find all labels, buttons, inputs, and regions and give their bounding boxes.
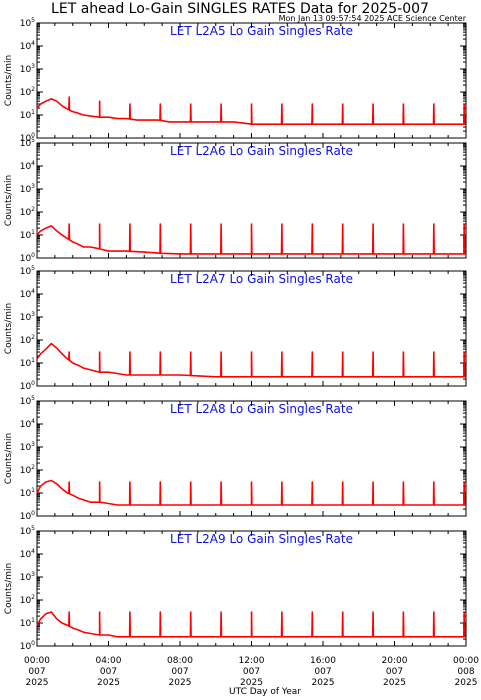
panel-title: LET L2A5 Lo Gain Singles Rate — [170, 24, 353, 38]
y-tick-label: 104 — [20, 548, 35, 560]
x-axis: 00:00007202504:00007202508:00007202512:0… — [24, 656, 479, 688]
panel-title: LET L2A6 Lo Gain Singles Rate — [170, 144, 353, 158]
x-tick-day: 007 — [28, 667, 45, 677]
panels: LET L2A5 Lo Gain Singles Rate Counts/min 1… — [4, 17, 467, 652]
y-tick-label: 103 — [20, 571, 35, 583]
y-tick-label: 102 — [20, 206, 35, 218]
x-tick-day: 007 — [100, 667, 117, 677]
panel-4: LET L2A8 Lo Gain Singles Rate Counts/min 1… — [4, 395, 467, 522]
x-tick-day: 007 — [314, 667, 331, 677]
panel-2: LET L2A6 Lo Gain Singles Rate Counts/min 1… — [4, 137, 467, 264]
x-tick-year: 2025 — [26, 678, 49, 688]
y-tick-label: 100 — [20, 510, 35, 522]
x-tick-day: 007 — [386, 667, 403, 677]
series-line — [36, 342, 466, 378]
y-tick-label: 104 — [20, 418, 35, 430]
panel-title: LET L2A8 Lo Gain Singles Rate — [170, 402, 353, 416]
y-tick-label: 100 — [20, 380, 35, 392]
y-tick-label: 102 — [20, 464, 35, 476]
y-tick-label: 105 — [20, 137, 35, 149]
x-tick-year: 2025 — [455, 678, 478, 688]
x-tick-year: 2025 — [383, 678, 406, 688]
panel-title: LET L2A9 Lo Gain Singles Rate — [170, 532, 353, 546]
series-line — [36, 223, 466, 255]
y-axis-label: Counts/min — [4, 175, 14, 226]
y-tick-label: 105 — [20, 525, 35, 537]
y-tick-label: 102 — [20, 594, 35, 606]
x-tick-time: 16:00 — [310, 656, 336, 666]
panel-3: LET L2A7 Lo Gain Singles Rate Counts/min 1… — [4, 265, 467, 392]
x-tick-year: 2025 — [97, 678, 120, 688]
series-line — [36, 611, 466, 638]
panel-5: LET L2A9 Lo Gain Singles Rate Counts/min 1… — [4, 525, 467, 652]
y-axis-label: Counts/min — [4, 563, 14, 614]
series-line — [36, 96, 466, 125]
y-tick-label: 104 — [20, 160, 35, 172]
y-tick-label: 101 — [20, 109, 35, 121]
y-axis-label: Counts/min — [4, 433, 14, 484]
x-tick-time: 08:00 — [167, 656, 193, 666]
x-tick-time: 00:00 — [453, 656, 479, 666]
series-line — [36, 479, 466, 506]
y-tick-label: 100 — [20, 132, 35, 144]
y-tick-label: 105 — [20, 395, 35, 407]
y-tick-label: 103 — [20, 63, 35, 75]
y-tick-label: 101 — [20, 357, 35, 369]
x-tick-year: 2025 — [312, 678, 335, 688]
y-axis-label: Counts/min — [4, 303, 14, 354]
x-tick-time: 12:00 — [239, 656, 265, 666]
x-tick-day: 007 — [171, 667, 188, 677]
y-tick-label: 103 — [20, 441, 35, 453]
x-tick-day: 007 — [243, 667, 260, 677]
y-tick-label: 100 — [20, 640, 35, 652]
y-tick-label: 101 — [20, 617, 35, 629]
y-tick-label: 102 — [20, 334, 35, 346]
x-tick-time: 00:00 — [24, 656, 50, 666]
y-tick-label: 100 — [20, 252, 35, 264]
x-tick-time: 20:00 — [382, 656, 408, 666]
timestamp: Mon Jan 13 09:57:54 2025 ACE Science Cen… — [279, 14, 467, 23]
y-tick-label: 101 — [20, 487, 35, 499]
y-tick-label: 103 — [20, 311, 35, 323]
x-tick-time: 04:00 — [96, 656, 122, 666]
y-tick-label: 102 — [20, 86, 35, 98]
y-tick-label: 103 — [20, 183, 35, 195]
y-tick-label: 105 — [20, 17, 35, 29]
panel-1: LET L2A5 Lo Gain Singles Rate Counts/min 1… — [4, 17, 467, 144]
main-title: LET ahead Lo-Gain SINGLES RATES Data for… — [51, 1, 429, 17]
x-tick-year: 2025 — [240, 678, 263, 688]
y-axis-label: Counts/min — [4, 55, 14, 106]
y-tick-label: 101 — [20, 229, 35, 241]
x-axis-label: UTC Day of Year — [229, 687, 301, 697]
x-tick-year: 2025 — [169, 678, 192, 688]
x-tick-day: 008 — [457, 667, 474, 677]
y-tick-label: 104 — [20, 40, 35, 52]
panel-title: LET L2A7 Lo Gain Singles Rate — [170, 272, 353, 286]
y-tick-label: 104 — [20, 288, 35, 300]
y-tick-label: 105 — [20, 265, 35, 277]
